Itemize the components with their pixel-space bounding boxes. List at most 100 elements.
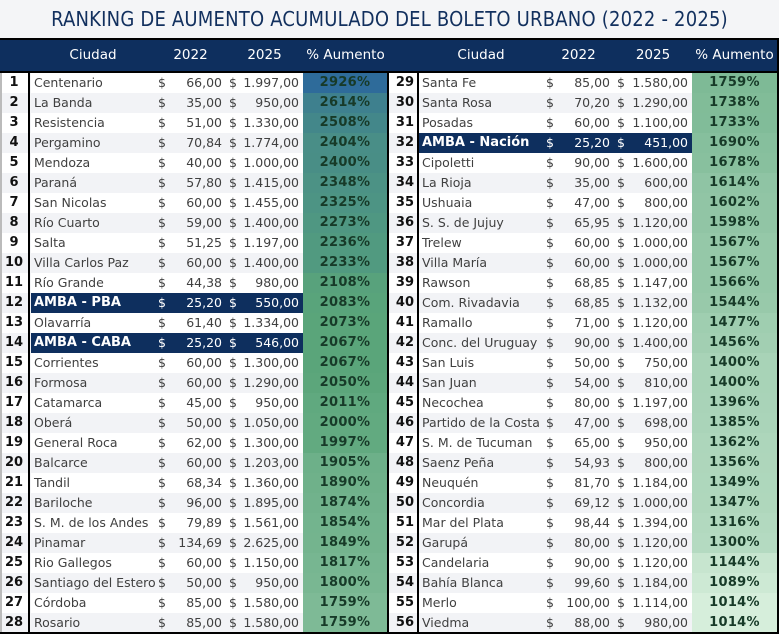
table-row: 40 Com. Rivadavia $ 68,85 $ 1.132,00 154… <box>388 293 779 313</box>
city-cell: Necochea <box>419 393 543 413</box>
fare-2025-cell: $ 698,00 <box>614 413 692 433</box>
fare-2022-cell: $ 100,00 <box>543 593 614 613</box>
currency-symbol: $ <box>158 555 166 570</box>
increase-pct-cell: 2011% <box>303 393 387 413</box>
table-row: 44 San Juan $ 54,00 $ 810,00 1400% <box>388 373 779 393</box>
fare-2022-cell: $ 85,00 <box>543 73 614 93</box>
increase-pct-cell: 2273% <box>303 213 387 233</box>
ranking-table-left: 1 Centenario $ 66,00 $ 1.997,00 2926% 2 … <box>0 73 388 634</box>
city-cell: S. M. de los Andes <box>31 513 155 533</box>
rank-cell: 14 <box>0 333 30 353</box>
table-row: 39 Rawson $ 68,85 $ 1.147,00 1566% <box>388 273 779 293</box>
fare-2022-value: 25,20 <box>186 295 222 310</box>
fare-2022-cell: $ 60,00 <box>155 353 226 373</box>
increase-pct-cell: 1316% <box>692 513 777 533</box>
table-row: 29 Santa Fe $ 85,00 $ 1.580,00 1759% <box>388 73 779 93</box>
city-cell: Corrientes <box>31 353 155 373</box>
currency-symbol: $ <box>229 75 237 90</box>
increase-pct-cell: 1567% <box>692 233 777 253</box>
rank-cell: 5 <box>0 153 30 173</box>
fare-2022-cell: $ 88,00 <box>543 613 614 633</box>
fare-2022-value: 80,00 <box>574 535 610 550</box>
table-row: 4 Pergamino $ 70,84 $ 1.774,00 2404% <box>0 133 388 153</box>
increase-pct-cell: 1690% <box>692 133 777 153</box>
currency-symbol: $ <box>617 75 625 90</box>
table-row: 31 Posadas $ 60,00 $ 1.100,00 1733% <box>388 113 779 133</box>
fare-2022-value: 85,00 <box>574 75 610 90</box>
currency-symbol: $ <box>617 355 625 370</box>
city-cell: Viedma <box>419 613 543 633</box>
table-border-right <box>777 38 779 634</box>
currency-symbol: $ <box>546 215 554 230</box>
fare-2025-value: 1.400,00 <box>243 215 299 230</box>
fare-2022-cell: $ 60,00 <box>155 453 226 473</box>
fare-2022-value: 35,00 <box>574 175 610 190</box>
fare-2025-value: 1.774,00 <box>243 135 299 150</box>
fare-2025-value: 1.400,00 <box>632 335 688 350</box>
fare-2025-cell: $ 750,00 <box>614 353 692 373</box>
fare-2025-value: 600,00 <box>644 175 688 190</box>
fare-2025-value: 1.197,00 <box>632 395 688 410</box>
city-cell: Posadas <box>419 113 543 133</box>
currency-symbol: $ <box>546 115 554 130</box>
fare-2025-cell: $ 1.114,00 <box>614 593 692 613</box>
currency-symbol: $ <box>158 175 166 190</box>
fare-2022-value: 70,20 <box>574 95 610 110</box>
fare-2022-cell: $ 40,00 <box>155 153 226 173</box>
increase-pct-cell: 1456% <box>692 333 777 353</box>
city-cell: Conc. del Uruguay <box>419 333 543 353</box>
table-row: 2 La Banda $ 35,00 $ 950,00 2614% <box>0 93 388 113</box>
increase-pct-cell: 1300% <box>692 533 777 553</box>
fare-2022-cell: $ 69,12 <box>543 493 614 513</box>
fare-2022-value: 88,00 <box>574 615 610 630</box>
currency-symbol: $ <box>546 195 554 210</box>
fare-2022-value: 79,89 <box>186 515 222 530</box>
currency-symbol: $ <box>229 235 237 250</box>
city-cell: Merlo <box>419 593 543 613</box>
fare-2025-cell: $ 1.050,00 <box>226 413 303 433</box>
fare-2025-value: 1.290,00 <box>243 375 299 390</box>
city-cell: La Rioja <box>419 173 543 193</box>
rank-cell: 41 <box>388 313 419 333</box>
fare-2022-cell: $ 61,40 <box>155 313 226 333</box>
currency-symbol: $ <box>617 475 625 490</box>
fare-2025-cell: $ 1.120,00 <box>614 553 692 573</box>
currency-symbol: $ <box>229 615 237 630</box>
fare-2022-value: 134,69 <box>178 535 222 550</box>
fare-2025-value: 1.561,00 <box>243 515 299 530</box>
fare-2025-value: 1.114,00 <box>632 595 688 610</box>
currency-symbol: $ <box>229 255 237 270</box>
rank-cell: 28 <box>0 613 30 633</box>
currency-symbol: $ <box>546 95 554 110</box>
fare-2025-cell: $ 1.147,00 <box>614 273 692 293</box>
rank-cell: 49 <box>388 473 419 493</box>
fare-2022-value: 60,00 <box>186 195 222 210</box>
increase-pct-cell: 1849% <box>303 533 387 553</box>
fare-2025-value: 451,00 <box>644 135 688 150</box>
increase-pct-cell: 2050% <box>303 373 387 393</box>
increase-pct-cell: 2000% <box>303 413 387 433</box>
fare-2025-cell: $ 600,00 <box>614 173 692 193</box>
fare-2022-value: 68,85 <box>574 275 610 290</box>
city-cell: S. M. de Tucuman <box>419 433 543 453</box>
fare-2022-cell: $ 25,20 <box>155 293 226 313</box>
currency-symbol: $ <box>546 375 554 390</box>
fare-2022-cell: $ 81,70 <box>543 473 614 493</box>
currency-symbol: $ <box>229 115 237 130</box>
increase-pct-cell: 2083% <box>303 293 387 313</box>
currency-symbol: $ <box>229 575 237 590</box>
table-row: 13 Olavarría $ 61,40 $ 1.334,00 2073% <box>0 313 388 333</box>
currency-symbol: $ <box>158 375 166 390</box>
increase-pct-cell: 2400% <box>303 153 387 173</box>
rank-cell: 8 <box>0 213 30 233</box>
currency-symbol: $ <box>546 75 554 90</box>
city-cell: Villa María <box>419 253 543 273</box>
currency-symbol: $ <box>229 95 237 110</box>
currency-symbol: $ <box>546 455 554 470</box>
fare-2022-value: 60,00 <box>186 375 222 390</box>
city-cell: Rosario <box>31 613 155 633</box>
fare-2022-cell: $ 50,00 <box>155 413 226 433</box>
city-cell: Balcarce <box>31 453 155 473</box>
fare-2025-value: 1.000,00 <box>632 495 688 510</box>
table-row: 38 Villa María $ 60,00 $ 1.000,00 1567% <box>388 253 779 273</box>
